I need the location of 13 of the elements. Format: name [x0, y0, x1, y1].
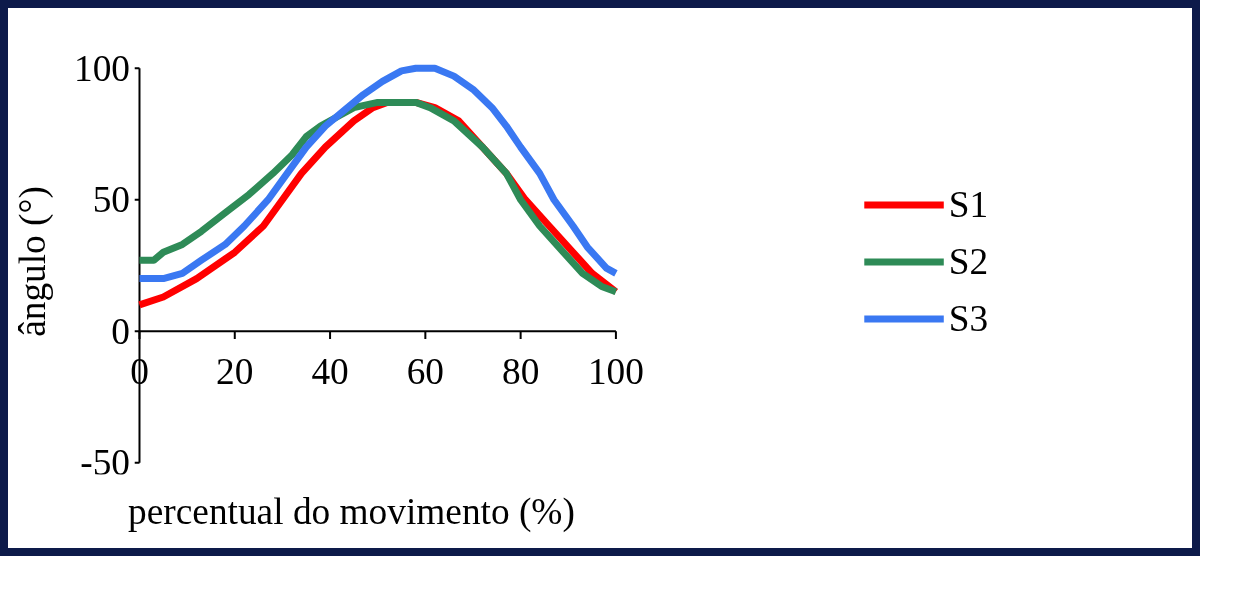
x-tick-label: 100 — [587, 350, 644, 392]
x-tick-label: 60 — [406, 350, 445, 392]
y-tick-label: 100 — [73, 47, 130, 89]
y-tick-label: 50 — [92, 179, 130, 221]
y-tick-label: 0 — [111, 310, 130, 352]
x-tick-label: 20 — [216, 350, 254, 392]
y-axis-title: ângulo (°) — [11, 186, 54, 337]
x-axis-title: percentual do movimento (%) — [128, 490, 575, 533]
legend-label: S2 — [948, 239, 989, 283]
legend-label: S1 — [948, 182, 989, 226]
legend-label: S3 — [948, 296, 989, 340]
x-tick-label: 80 — [501, 350, 540, 392]
x-tick-label: 40 — [311, 350, 349, 392]
